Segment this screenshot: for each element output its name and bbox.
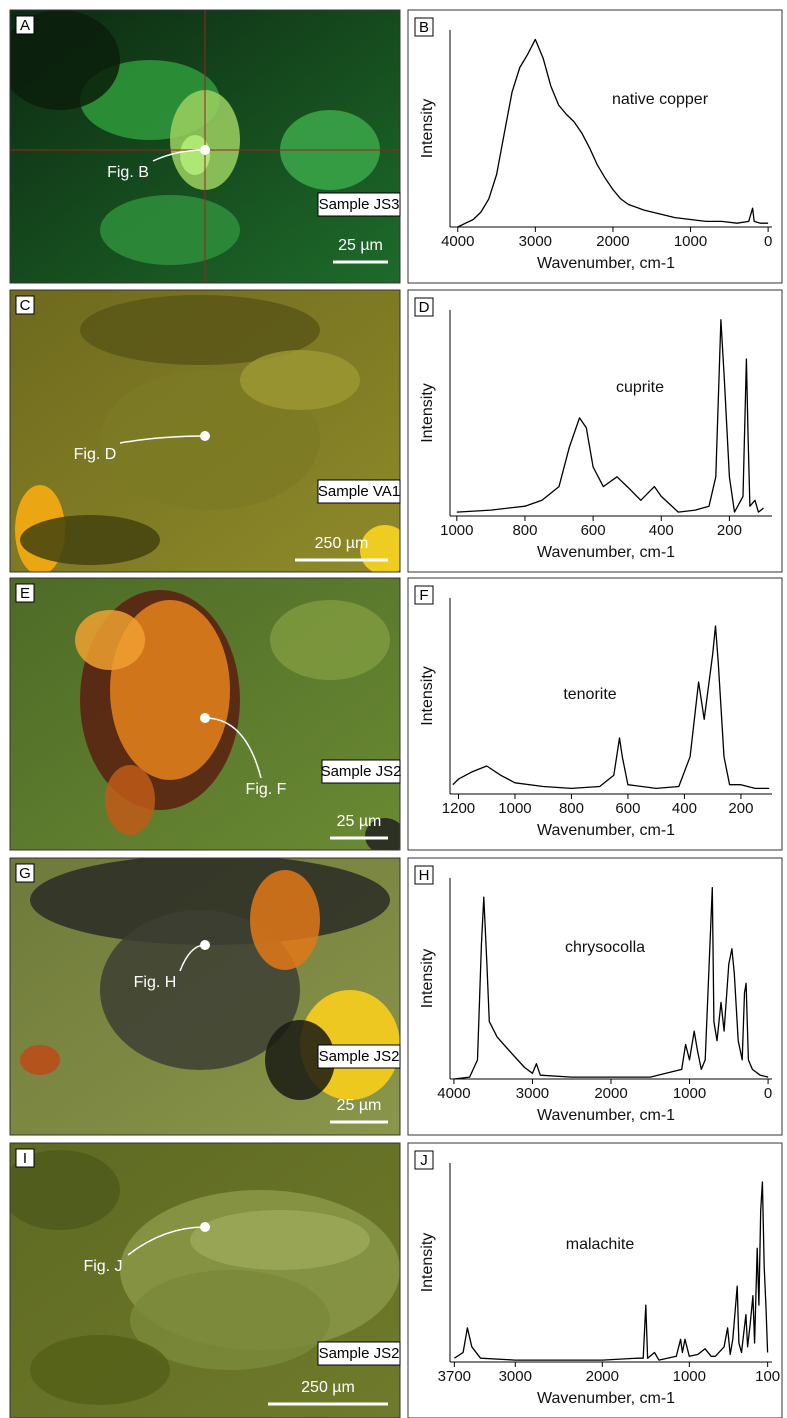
y-axis-label: Intensity (419, 99, 436, 159)
x-tick-label: 1000 (673, 1085, 706, 1102)
x-tick-label: 4000 (437, 1085, 470, 1102)
scale-label: 25 µm (337, 1097, 382, 1114)
scale-label: 25 µm (337, 813, 382, 830)
micrograph-feature (30, 1335, 170, 1405)
x-tick-label: 1000 (440, 522, 473, 539)
scale-label: 250 µm (301, 1379, 355, 1396)
y-axis-label: Intensity (419, 383, 436, 443)
panel-label: C (20, 297, 31, 314)
x-tick-label: 3700 (438, 1368, 471, 1385)
pointer-label: Fig. B (107, 164, 149, 181)
x-tick-label: 0 (764, 233, 772, 250)
x-tick-label: 400 (672, 800, 697, 817)
x-tick-label: 1000 (498, 800, 531, 817)
x-tick-label: 800 (512, 522, 537, 539)
x-tick-label: 200 (717, 522, 742, 539)
micrograph-feature (240, 350, 360, 410)
x-axis-label: Wavenumber, cm-1 (537, 1107, 675, 1124)
panel-label: I (23, 1150, 27, 1167)
x-tick-label: 0 (764, 1085, 772, 1102)
annotation: cuprite (616, 379, 664, 396)
x-tick-label: 400 (649, 522, 674, 539)
x-tick-label: 600 (615, 800, 640, 817)
panel-label: B (419, 19, 429, 36)
x-tick-label: 200 (728, 800, 753, 817)
micrograph (10, 290, 410, 575)
annotation: tenorite (563, 686, 616, 703)
micrograph-feature (270, 600, 390, 680)
x-axis-label: Wavenumber, cm-1 (537, 822, 675, 839)
sample-label: Sample VA1 (318, 483, 400, 500)
x-axis-label: Wavenumber, cm-1 (537, 255, 675, 272)
panel-label: G (19, 865, 31, 882)
x-tick-label: 1000 (674, 233, 707, 250)
x-axis-label: Wavenumber, cm-1 (537, 544, 675, 561)
panel-label: F (419, 587, 428, 604)
sample-label: Sample JS2 (319, 1345, 400, 1362)
x-tick-label: 100 (755, 1368, 780, 1385)
annotation: chrysocolla (565, 939, 645, 956)
scale-label: 250 µm (315, 535, 369, 552)
pointer-dot (200, 145, 210, 155)
sample-label: Sample JS2 (321, 763, 402, 780)
panel-label: H (419, 867, 430, 884)
micrograph-feature (105, 765, 155, 835)
panel-label: E (20, 585, 30, 602)
micrograph-feature (20, 1045, 60, 1075)
panel-label: A (20, 17, 30, 34)
micrograph-feature (75, 610, 145, 670)
x-tick-label: 3000 (519, 233, 552, 250)
scale-label: 25 µm (338, 237, 383, 254)
x-tick-label: 800 (559, 800, 584, 817)
y-axis-label: Intensity (419, 1233, 436, 1293)
x-tick-label: 2000 (586, 1368, 619, 1385)
x-tick-label: 1000 (673, 1368, 706, 1385)
annotation: malachite (566, 1236, 635, 1253)
micrograph-feature (20, 515, 160, 565)
y-axis-label: Intensity (419, 666, 436, 726)
micrograph (10, 855, 400, 1135)
x-tick-label: 1200 (442, 800, 475, 817)
micrograph-feature (190, 1210, 370, 1270)
micrograph-feature (100, 195, 240, 265)
panel-label: J (420, 1152, 428, 1169)
micrograph-feature (250, 870, 320, 970)
x-tick-label: 3000 (516, 1085, 549, 1102)
pointer-dot (200, 940, 210, 950)
x-tick-label: 4000 (441, 233, 474, 250)
sample-label: Sample JS3 (319, 196, 400, 213)
pointer-dot (200, 713, 210, 723)
annotation: native copper (612, 91, 709, 108)
pointer-label: Fig. H (134, 974, 177, 991)
pointer-label: Fig. F (246, 781, 287, 798)
sample-label: Sample JS2 (319, 1048, 400, 1065)
panel-label: D (419, 299, 430, 316)
pointer-dot (200, 431, 210, 441)
x-tick-label: 2000 (596, 233, 629, 250)
x-tick-label: 600 (581, 522, 606, 539)
pointer-label: Fig. D (74, 446, 117, 463)
x-tick-label: 2000 (594, 1085, 627, 1102)
pointer-label: Fig. J (83, 1258, 122, 1275)
micrograph (0, 1143, 400, 1418)
y-axis-label: Intensity (419, 949, 436, 1009)
x-tick-label: 3000 (499, 1368, 532, 1385)
pointer-dot (200, 1222, 210, 1232)
x-axis-label: Wavenumber, cm-1 (537, 1390, 675, 1407)
figure: AFig. BSample JS325 µmB40003000200010000… (0, 0, 787, 1418)
